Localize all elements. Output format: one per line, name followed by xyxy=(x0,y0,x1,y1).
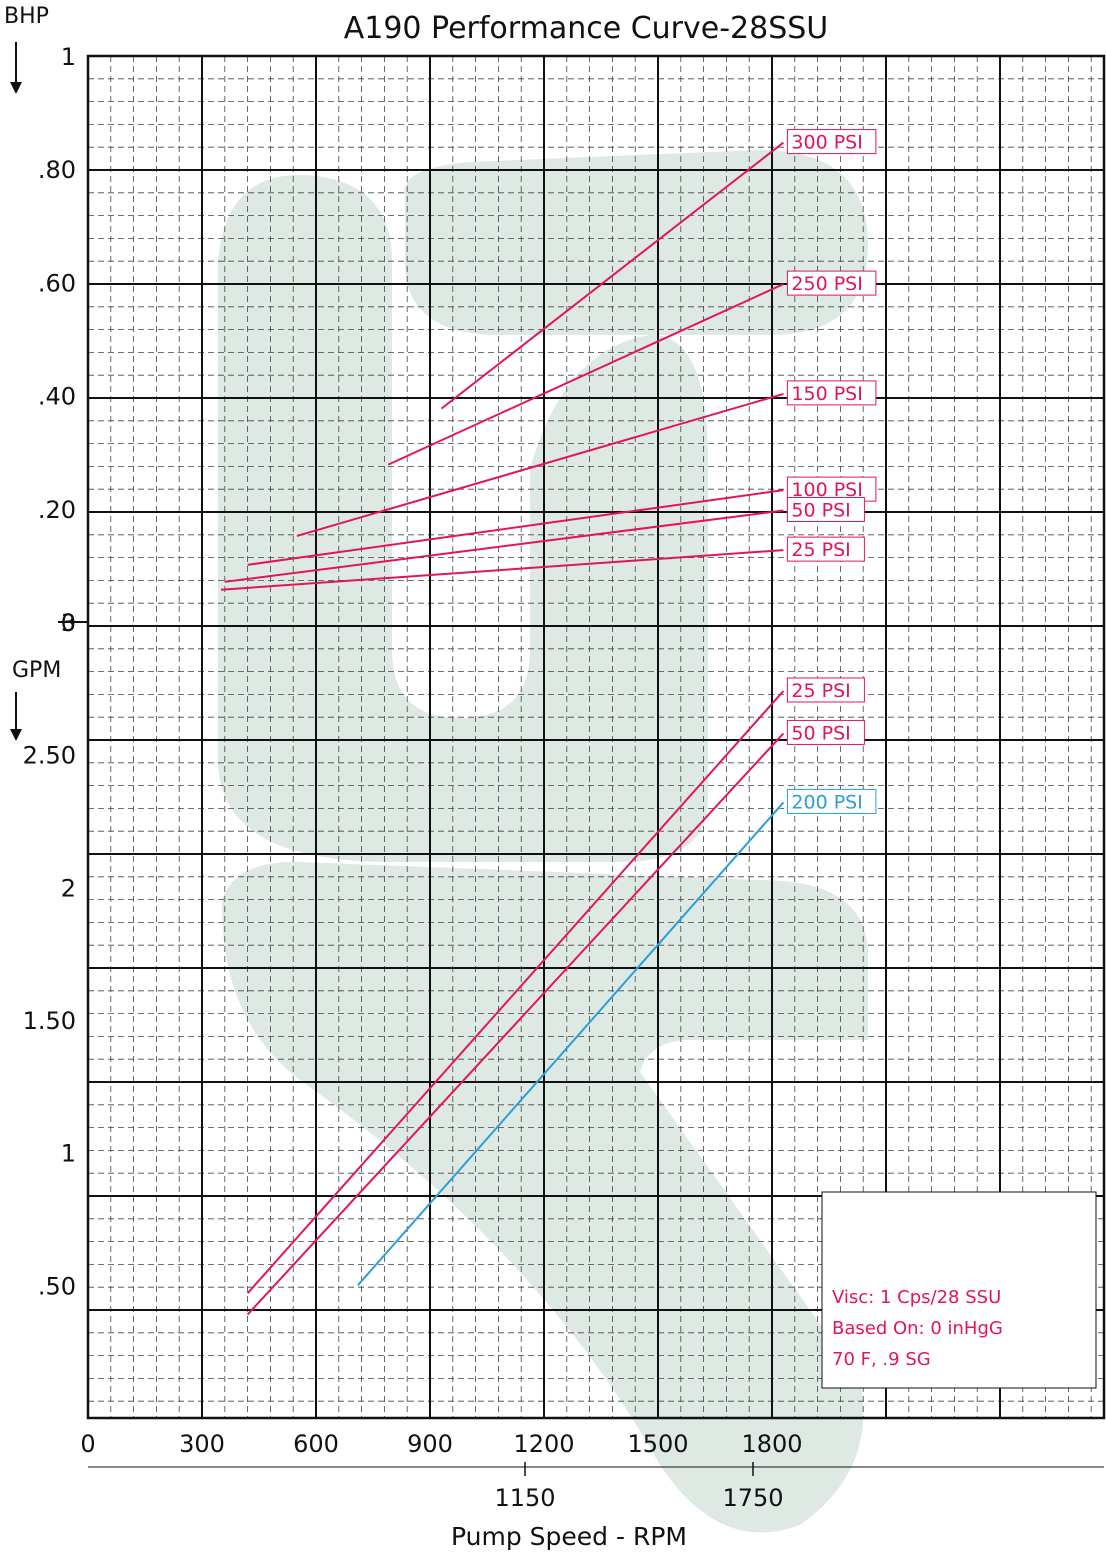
series-label-text: 250 PSI xyxy=(791,273,862,295)
series-lines xyxy=(220,141,785,1316)
bhp-series-line xyxy=(220,549,784,591)
bhp-tick-label: .60 xyxy=(38,269,76,297)
gpm-tick-label: 2 xyxy=(61,874,76,902)
note-based-on: Based On: 0 inHgG xyxy=(832,1318,1003,1339)
bhp-tick-label: .80 xyxy=(38,156,76,184)
series-label-box xyxy=(786,380,877,406)
series-label-text: 150 PSI xyxy=(791,383,862,405)
series-label-box xyxy=(786,677,865,703)
x-tick-label: 1800 xyxy=(741,1430,802,1458)
bhp-series-line xyxy=(296,392,784,537)
series-label-box xyxy=(786,536,865,562)
x-tick-label: 1200 xyxy=(513,1430,574,1458)
bhp-tick-label: 1 xyxy=(61,43,76,71)
bhp-tick-label: 0 xyxy=(61,609,76,637)
series-label-text: 100 PSI xyxy=(791,479,862,501)
gpm-series-label: 25 PSI xyxy=(786,677,865,703)
x-tick-label: 900 xyxy=(407,1430,453,1458)
series-label-text: 25 PSI xyxy=(791,539,850,561)
gpm-tick-label: 2.50 xyxy=(23,742,76,770)
bhp-tick-label: .20 xyxy=(38,496,76,524)
bhp-series-label: 150 PSI xyxy=(786,380,877,406)
bhp-series-label: 50 PSI xyxy=(786,496,865,522)
bhp-series-line xyxy=(247,489,784,566)
x-axis-label: Pump Speed - RPM xyxy=(451,1522,687,1551)
series-label-box xyxy=(786,129,877,155)
gpm-series-line xyxy=(246,732,785,1316)
series-label-box xyxy=(786,496,865,522)
x-tick-label: 300 xyxy=(179,1430,225,1458)
x-tick-label: 1500 xyxy=(627,1430,688,1458)
x-tick-label: 0 xyxy=(80,1430,95,1458)
secondary-x-tick-label: 1150 xyxy=(494,1484,555,1512)
gpm-tick-label: 1 xyxy=(61,1140,76,1168)
gpm-tick-label: .50 xyxy=(38,1272,76,1300)
gpm-arrow-icon xyxy=(10,692,22,741)
bhp-series-label: 25 PSI xyxy=(786,536,865,562)
bhp-series-label: 250 PSI xyxy=(786,270,877,296)
bhp-tick-label: .40 xyxy=(38,383,76,411)
series-label-box xyxy=(786,270,877,296)
gpm-series-line xyxy=(357,801,785,1286)
note-temp-sg: 70 F, .9 SG xyxy=(832,1349,931,1370)
chart-title: A190 Performance Curve-28SSU xyxy=(344,11,829,46)
gpm-tick-label: 1.50 xyxy=(23,1007,76,1035)
secondary-x-tick-label: 1750 xyxy=(722,1484,783,1512)
gpm-series-label: 50 PSI xyxy=(786,719,865,745)
gpm-axis-label: GPM xyxy=(12,658,61,683)
gpm-series-label: 200 PSI xyxy=(786,788,877,814)
watermark-logo xyxy=(218,150,868,1533)
series-label-text: 300 PSI xyxy=(791,132,862,154)
conditions-note-box: Visc: 1 Cps/28 SSU Based On: 0 inHgG 70 … xyxy=(821,1191,1097,1389)
gpm-series-line xyxy=(246,690,785,1294)
series-label-text: 50 PSI xyxy=(791,722,850,744)
bhp-series-line xyxy=(440,141,785,410)
bhp-series-label: 300 PSI xyxy=(786,129,877,155)
frame-border xyxy=(86,54,1106,1420)
series-label-box xyxy=(786,788,877,814)
bhp-series-line xyxy=(387,283,784,466)
note-viscosity: Visc: 1 Cps/28 SSU xyxy=(832,1287,1001,1308)
x-tick-label: 600 xyxy=(293,1430,339,1458)
series-label-text: 200 PSI xyxy=(791,791,862,813)
bhp-series-line xyxy=(224,509,784,583)
series-label-text: 25 PSI xyxy=(791,680,850,702)
series-label-box xyxy=(786,719,865,745)
major-grid xyxy=(58,55,1104,1418)
bhp-arrow-icon xyxy=(10,42,22,94)
gpm-tick-label: 3 xyxy=(61,609,76,637)
series-label-text: 50 PSI xyxy=(791,499,850,521)
plot-frame xyxy=(86,54,1106,1468)
bhp-axis-label: BHP xyxy=(4,4,49,29)
